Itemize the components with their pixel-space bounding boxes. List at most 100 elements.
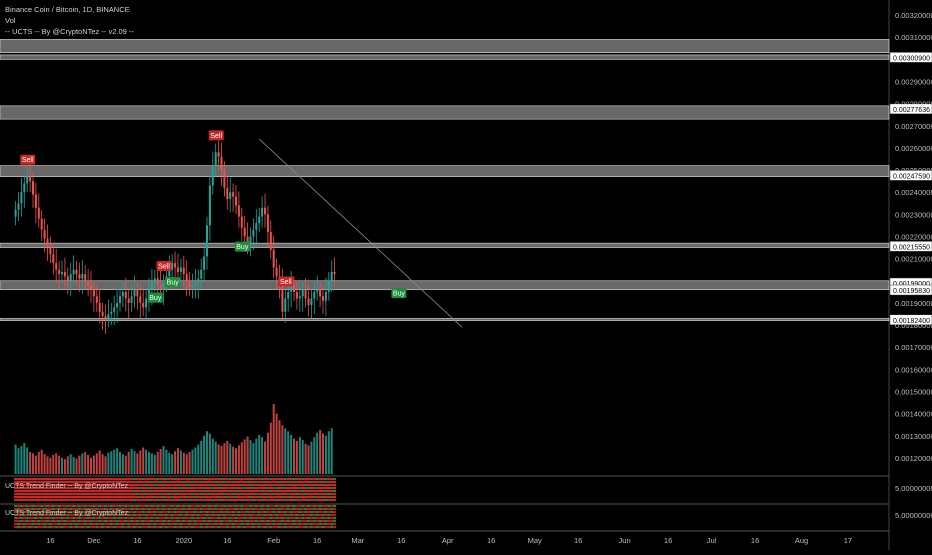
trend-cell <box>48 493 52 496</box>
volume-label[interactable]: Vol <box>5 16 16 25</box>
trend-cell <box>104 517 107 520</box>
trend-cell <box>77 493 81 496</box>
trend-cell <box>37 493 41 496</box>
trend-cell <box>249 526 252 529</box>
candle-body <box>217 152 220 157</box>
trend-cell <box>231 493 235 496</box>
trend-cell <box>80 490 84 493</box>
trend-cell <box>251 514 255 517</box>
trend-finder-label-2[interactable]: UCTS Trend Finder -- By @CryptoNTez <box>5 510 129 517</box>
trend-cell <box>205 526 209 529</box>
trend-cell <box>150 517 154 520</box>
trend-cell <box>220 520 223 523</box>
trend-cell <box>34 496 38 499</box>
trend-cell <box>40 484 44 487</box>
trend-cell <box>40 517 44 520</box>
trend-cell <box>43 496 47 499</box>
trend-cell <box>214 523 218 526</box>
trend-cell <box>98 484 102 487</box>
trend-cell <box>289 478 293 481</box>
trend-cell <box>309 481 313 484</box>
trend-cell <box>14 520 18 523</box>
trend-cell <box>301 481 305 484</box>
trend-cell <box>286 511 290 514</box>
trend-cell <box>159 520 163 523</box>
trend-cell <box>147 499 151 502</box>
candle-body <box>322 296 324 301</box>
candle-body <box>269 232 272 250</box>
trend-cell <box>179 481 183 484</box>
trend-cell <box>77 490 81 493</box>
trend-cell <box>25 511 29 514</box>
trend-cell <box>191 481 194 484</box>
trend-cell <box>101 514 105 517</box>
trend-cell <box>243 499 247 502</box>
candle-body <box>40 218 43 230</box>
trend-cell <box>309 478 313 481</box>
trend-cell <box>211 526 215 529</box>
candle-body <box>179 267 182 272</box>
trend-cell <box>333 484 337 487</box>
trend-cell <box>130 523 134 526</box>
trend-cell <box>170 526 174 529</box>
trend-cell <box>275 517 279 520</box>
trend-cell <box>121 511 125 514</box>
trend-cell <box>173 484 177 487</box>
trend-cell <box>104 493 107 496</box>
trend-cell <box>243 523 247 526</box>
trend-cell <box>164 493 168 496</box>
x-tick-label: 17 <box>844 536 852 545</box>
trend-cell <box>243 481 247 484</box>
trend-finder-label-1[interactable]: UCTS Trend Finder -- By @CryptoNTez <box>5 483 129 490</box>
trend-cell <box>98 517 102 520</box>
trend-cell <box>133 490 136 493</box>
trend-cell <box>251 487 255 490</box>
trend-cell <box>80 481 84 484</box>
trend-cell <box>37 526 41 529</box>
trend-cell <box>211 505 215 508</box>
price-label: 0.00182400 <box>893 318 930 325</box>
indicator-label[interactable]: -- UCTS -- By @CryptoNTez -- v2.09 -- <box>5 27 134 36</box>
trend-cell <box>60 478 64 481</box>
trend-cell <box>83 496 87 499</box>
trend-cell <box>179 517 183 520</box>
trend-cell <box>225 514 229 517</box>
volume-bar <box>40 449 43 474</box>
trend-cell <box>101 499 105 502</box>
trend-cell <box>112 514 116 517</box>
trend-cell <box>167 481 171 484</box>
price-label: 0.00277636 <box>893 107 930 114</box>
trend-cell <box>327 484 331 487</box>
candle-body <box>194 283 197 286</box>
trend-cell <box>118 505 122 508</box>
trend-cell <box>278 490 281 493</box>
trend-cell <box>121 520 125 523</box>
trend-cell <box>118 526 122 529</box>
trend-cell <box>75 523 78 526</box>
volume-bar <box>185 454 188 474</box>
trend-cell <box>315 523 319 526</box>
trend-cell <box>75 490 78 493</box>
trend-cell <box>51 496 55 499</box>
trend-cell <box>202 514 206 517</box>
trend-cell <box>150 481 154 484</box>
symbol-title[interactable]: Binance Coin / Bitcoin, 1D, BINANCE <box>5 5 130 14</box>
volume-bar <box>191 449 194 474</box>
trend-cell <box>141 526 145 529</box>
trend-cell <box>260 496 264 499</box>
trend-cell <box>211 484 215 487</box>
trend-cell <box>263 523 267 526</box>
trend-cell <box>14 496 18 499</box>
trend-cell <box>315 478 319 481</box>
trend-cell <box>144 517 148 520</box>
trend-cell <box>54 493 58 496</box>
candle-body <box>304 289 307 299</box>
trend-cell <box>286 478 290 481</box>
trend-cell <box>263 520 267 523</box>
trend-cell <box>135 481 139 484</box>
trend-cell <box>196 490 200 493</box>
trend-cell <box>156 487 160 490</box>
trend-cell <box>22 526 26 529</box>
